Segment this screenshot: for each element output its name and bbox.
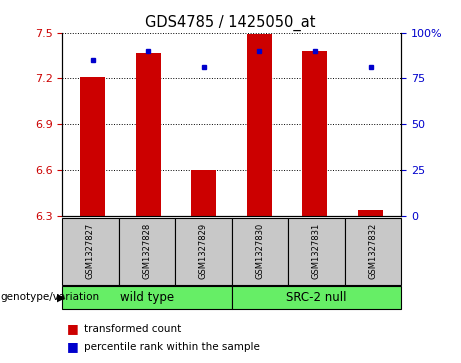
Text: genotype/variation: genotype/variation [0, 293, 100, 302]
Bar [302, 51, 327, 216]
Text: ■: ■ [67, 340, 78, 353]
Text: GSM1327828: GSM1327828 [142, 223, 152, 280]
Bar [175, 218, 231, 285]
Text: GSM1327829: GSM1327829 [199, 223, 208, 279]
Bar [344, 218, 401, 285]
Text: GDS4785 / 1425050_at: GDS4785 / 1425050_at [145, 15, 316, 31]
Text: GSM1327832: GSM1327832 [368, 223, 378, 280]
Text: percentile rank within the sample: percentile rank within the sample [84, 342, 260, 352]
Bar [80, 77, 105, 216]
Bar [118, 218, 175, 285]
Bar [231, 218, 288, 285]
Bar [288, 218, 344, 285]
Bar [247, 34, 272, 216]
Bar [62, 218, 118, 285]
Bar [136, 53, 161, 216]
Text: SRC-2 null: SRC-2 null [286, 291, 347, 304]
Text: transformed count: transformed count [84, 323, 182, 334]
Text: GSM1327827: GSM1327827 [86, 223, 95, 280]
Text: ▶: ▶ [57, 293, 65, 302]
Bar [358, 210, 383, 216]
Bar [62, 286, 231, 309]
Text: GSM1327831: GSM1327831 [312, 223, 321, 280]
Bar [191, 170, 216, 216]
Text: wild type: wild type [120, 291, 174, 304]
Bar [231, 286, 401, 309]
Text: GSM1327830: GSM1327830 [255, 223, 265, 280]
Text: ■: ■ [67, 322, 78, 335]
